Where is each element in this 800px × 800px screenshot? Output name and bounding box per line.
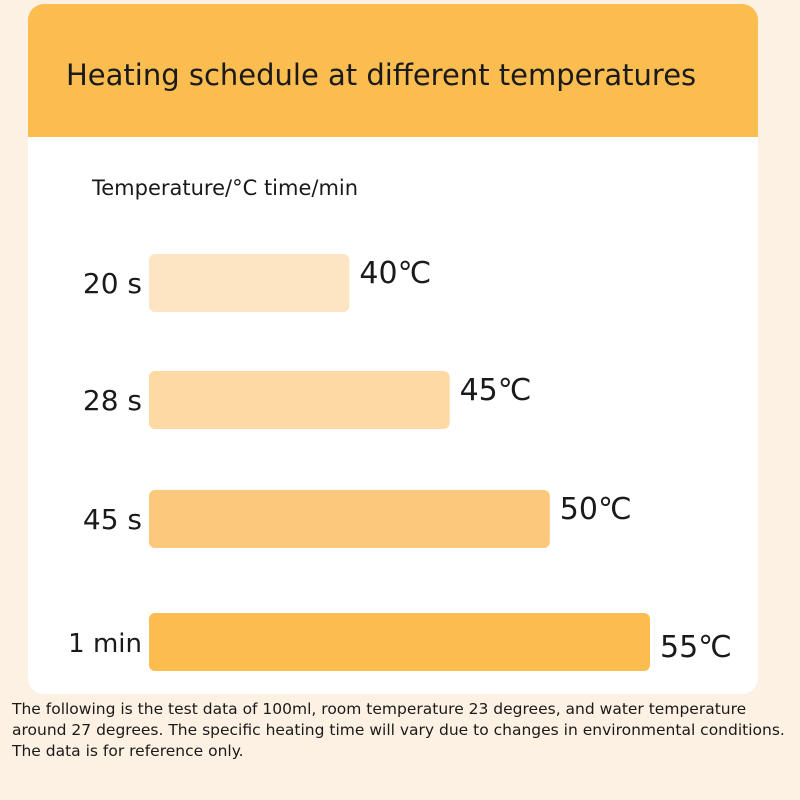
value-label-2: 50℃ xyxy=(560,492,632,527)
category-label-3: 1 min xyxy=(68,629,142,659)
chart-card: Heating schedule at different temperatur… xyxy=(28,4,758,694)
axis-header: Temperature/°C time/min xyxy=(92,176,359,200)
bar-1 xyxy=(149,371,450,429)
footnote: The following is the test data of 100ml,… xyxy=(12,700,785,760)
category-label-1: 28 s xyxy=(83,384,142,417)
value-label-0: 40℃ xyxy=(359,256,431,291)
category-label-0: 20 s xyxy=(83,267,142,300)
bar-0 xyxy=(149,254,350,312)
bar-3 xyxy=(149,613,650,671)
value-label-3: 55℃ xyxy=(660,630,732,665)
chart-title: Heating schedule at different temperatur… xyxy=(66,58,697,92)
bar-2 xyxy=(149,490,550,548)
value-label-1: 45℃ xyxy=(460,373,532,408)
header-banner: Heating schedule at different temperatur… xyxy=(28,4,758,137)
category-label-2: 45 s xyxy=(83,503,142,536)
